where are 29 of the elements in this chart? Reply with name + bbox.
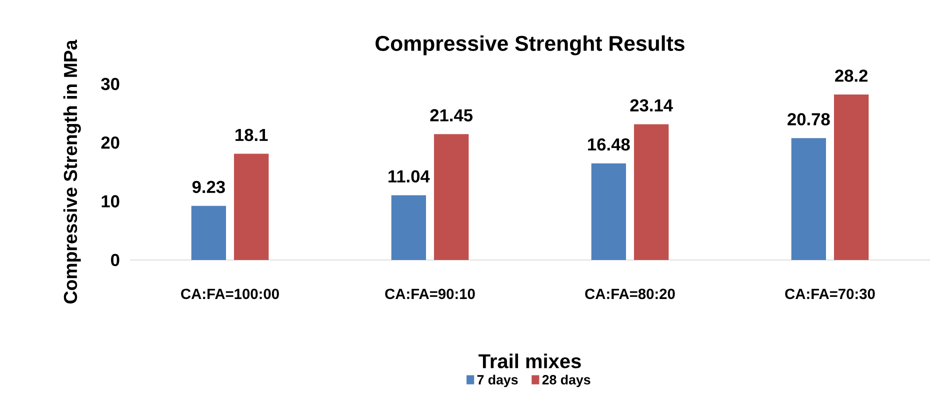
y-axis-title: Compressive Strength in MPa — [63, 40, 81, 304]
y-tick-label: 0 — [111, 254, 120, 266]
bar — [434, 134, 469, 260]
bar — [791, 138, 826, 260]
x-axis-title: Trail mixes — [478, 354, 581, 368]
data-label: 23.14 — [630, 99, 673, 112]
y-tick-label: 10 — [102, 195, 120, 208]
data-label: 21.45 — [430, 109, 473, 122]
data-label: 9.23 — [192, 180, 225, 194]
bar — [834, 94, 869, 260]
data-label: 16.48 — [588, 138, 630, 151]
y-tick-label: 20 — [101, 136, 120, 149]
bar — [191, 206, 226, 260]
legend-label: 7 days — [477, 374, 518, 388]
x-tick-label: CA:FA=100:00 — [181, 288, 279, 300]
bar — [391, 195, 426, 260]
chart-title: Compressive Strenght Results — [376, 35, 684, 56]
data-label: 20.78 — [788, 113, 830, 126]
bar — [234, 154, 269, 260]
data-label: 28.2 — [835, 70, 868, 82]
x-tick-label: CA:FA=90:10 — [385, 288, 475, 300]
y-tick-label: 30 — [101, 78, 120, 90]
x-tick-label: CA:FA=80:20 — [585, 288, 675, 300]
x-tick-label: CA:FA=70:30 — [785, 288, 875, 300]
data-label: 18.1 — [236, 128, 268, 142]
legend-label: 28 days — [542, 374, 590, 388]
bar — [634, 124, 669, 260]
data-label: 11.04 — [388, 170, 430, 183]
bar — [591, 163, 626, 260]
